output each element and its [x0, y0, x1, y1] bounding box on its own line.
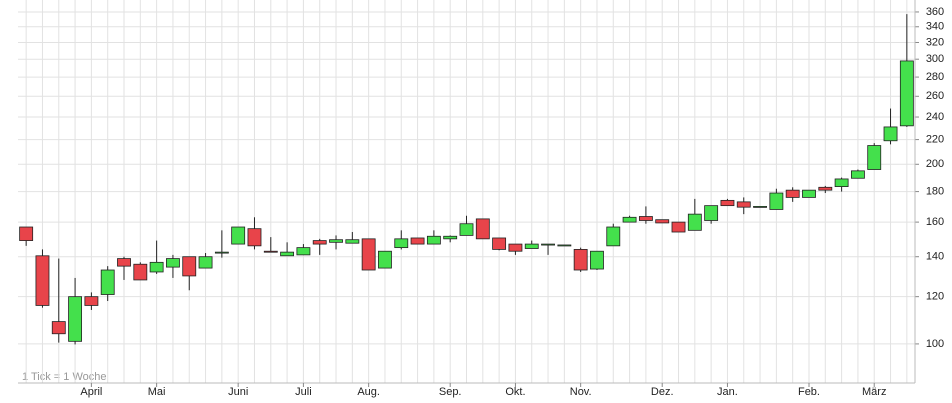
- y-tick-label: 180: [926, 185, 944, 197]
- candle-body: [329, 239, 343, 243]
- candle-body: [671, 221, 686, 233]
- candle-body: [590, 250, 604, 270]
- candle-body: [704, 205, 719, 221]
- candle-body: [51, 321, 66, 335]
- candle-body: [35, 255, 50, 306]
- x-tick-label: Sep.: [439, 386, 462, 398]
- candle-body: [198, 256, 213, 269]
- candle-body: [655, 219, 670, 224]
- y-tick-label: 320: [926, 36, 944, 48]
- y-tick-label: 100: [926, 338, 944, 350]
- candle-body: [769, 192, 784, 210]
- candle-body: [557, 244, 572, 247]
- candle-body: [508, 243, 523, 252]
- candle-body: [443, 235, 458, 240]
- y-tick-label: 340: [926, 21, 944, 33]
- candle-body: [573, 249, 588, 271]
- candle-body: [166, 258, 180, 268]
- candle-body: [312, 240, 327, 245]
- y-tick-label: 120: [926, 291, 944, 303]
- candle-body: [84, 296, 99, 306]
- candle-body: [100, 269, 115, 295]
- candle-body: [802, 189, 816, 198]
- candle-body: [541, 243, 555, 246]
- candle-body: [345, 239, 360, 244]
- y-tick-label: 260: [926, 90, 944, 102]
- x-tick-label: Feb.: [798, 386, 820, 398]
- x-tick-label: Okt.: [505, 386, 525, 398]
- x-tick-label: April: [80, 386, 102, 398]
- candle-body: [753, 206, 767, 208]
- y-tick-label: 160: [926, 216, 944, 228]
- x-tick-label: Nov.: [570, 386, 592, 398]
- candle-body: [231, 226, 246, 245]
- x-tick-label: Jan.: [717, 386, 738, 398]
- x-tick-label: Juni: [228, 386, 248, 398]
- candle-body: [850, 170, 865, 179]
- candle-body: [133, 263, 148, 281]
- candle-body: [622, 216, 637, 223]
- candle-body: [883, 126, 898, 142]
- candle-body: [818, 186, 833, 191]
- y-tick-label: 140: [926, 251, 944, 263]
- y-tick-label: 300: [926, 53, 944, 65]
- candle-body: [785, 189, 800, 198]
- candle-body: [492, 237, 507, 250]
- candle-body: [296, 247, 311, 256]
- candle-body: [426, 235, 441, 245]
- candle-body: [182, 256, 197, 277]
- candle-body: [410, 237, 425, 245]
- candle-body: [459, 223, 474, 236]
- y-tick-label: 360: [926, 6, 944, 18]
- candle-body: [68, 296, 83, 342]
- candle-body: [736, 201, 751, 208]
- candle-body: [606, 226, 621, 247]
- candle-body: [524, 243, 539, 249]
- candle-body: [280, 251, 295, 257]
- y-tick-label: 240: [926, 111, 944, 123]
- candle-body: [867, 145, 882, 170]
- candle-body: [720, 199, 735, 207]
- candle-body: [19, 226, 34, 241]
- candle-body: [638, 216, 653, 221]
- y-tick-label: 200: [926, 158, 944, 170]
- candle-body: [247, 228, 262, 247]
- y-tick-label: 220: [926, 133, 944, 145]
- x-tick-label: Aug.: [357, 386, 380, 398]
- candle-body: [687, 213, 702, 231]
- candle-body: [899, 60, 914, 127]
- y-tick-label: 280: [926, 71, 944, 83]
- candle-body: [378, 250, 392, 269]
- x-tick-label: März: [862, 386, 886, 398]
- candle-body: [834, 178, 849, 187]
- candle-body: [361, 238, 376, 271]
- candle-body: [394, 238, 409, 249]
- x-tick-label: Dez.: [651, 386, 674, 398]
- candle-body: [475, 218, 490, 240]
- x-tick-label: Juli: [295, 386, 312, 398]
- candle-body: [263, 250, 278, 253]
- candle-body: [149, 261, 164, 273]
- annotation: 1 Tick = 1 Woche: [22, 371, 106, 383]
- candle-body: [117, 258, 131, 267]
- x-tick-label: Mai: [148, 386, 166, 398]
- candle-body: [214, 251, 229, 254]
